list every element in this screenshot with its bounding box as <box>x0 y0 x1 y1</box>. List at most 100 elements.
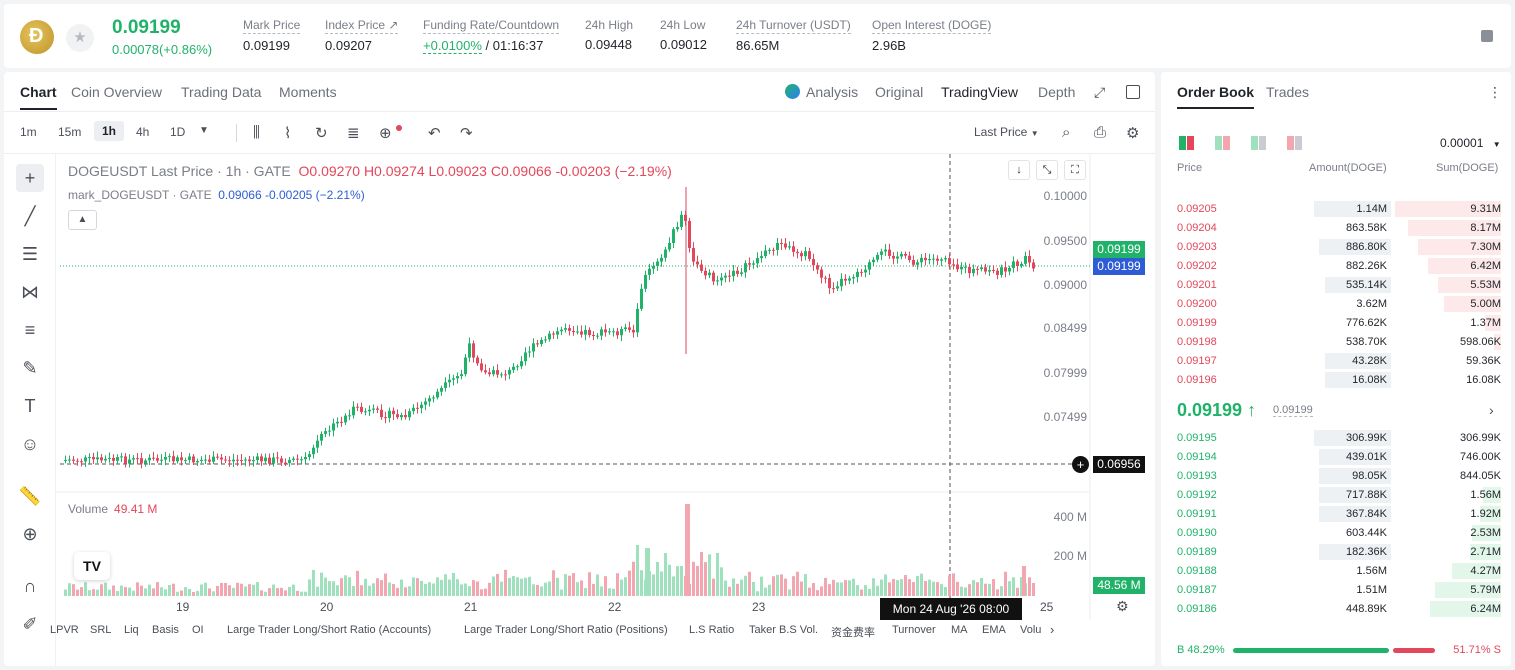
expand-icon[interactable]: ⤢ <box>1094 84 1106 100</box>
bid-row[interactable]: 0.09193 98.05K 844.05K <box>1177 467 1501 486</box>
interval-1d[interactable]: 1D <box>170 125 186 139</box>
view-original[interactable]: Original <box>875 84 924 100</box>
ask-row[interactable]: 0.09205 1.14M 9.31M <box>1177 200 1501 219</box>
interval-1m[interactable]: 1m <box>20 125 37 139</box>
tab-chart[interactable]: Chart <box>20 84 57 110</box>
ask-row[interactable]: 0.09196 16.08K 16.08K <box>1177 371 1501 390</box>
ruler-icon[interactable]: 📏 <box>18 486 42 506</box>
candle-body <box>880 251 883 255</box>
undo-icon[interactable]: ↶ <box>428 125 441 142</box>
axis-settings-icon[interactable]: ⚙ <box>1116 598 1129 614</box>
interval-15m[interactable]: 15m <box>58 125 82 139</box>
bid-row[interactable]: 0.09195 306.99K 306.99K <box>1177 429 1501 448</box>
ind-ls-ratio[interactable]: L.S Ratio <box>689 624 735 636</box>
collapse-panes-button[interactable]: ⤡ <box>1036 160 1058 180</box>
bid-row[interactable]: 0.09188 1.56M 4.27M <box>1177 562 1501 581</box>
order-amount: 3.62M <box>1356 298 1387 310</box>
candle-body <box>156 458 159 461</box>
notes-icon[interactable] <box>1481 30 1493 42</box>
ask-row[interactable]: 0.09199 776.62K 1.37M <box>1177 314 1501 333</box>
stat-index-price[interactable]: Index Price ↗ 0.09207 <box>325 18 399 53</box>
bid-row[interactable]: 0.09191 367.84K 1.92M <box>1177 505 1501 524</box>
ind-ma[interactable]: MA <box>951 624 968 636</box>
ind-basis[interactable]: Basis <box>152 624 179 636</box>
tab-moments[interactable]: Moments <box>279 84 337 100</box>
ask-row[interactable]: 0.09201 535.14K 5.53M <box>1177 276 1501 295</box>
zoom-icon[interactable]: ⊕ <box>22 524 38 544</box>
interval-dropdown-icon[interactable]: ▼ <box>199 125 209 136</box>
tab-coin-overview[interactable]: Coin Overview <box>71 84 163 100</box>
ind-ltlsr-accounts[interactable]: Large Trader Long/Short Ratio (Accounts) <box>227 624 432 636</box>
template-icon[interactable]: ≣ <box>347 125 360 142</box>
layout-buys-icon[interactable] <box>1251 136 1267 150</box>
emoji-icon[interactable]: ☺ <box>20 434 40 454</box>
ind-liq[interactable]: Liq <box>124 624 139 636</box>
hlines-icon[interactable]: ☰ <box>21 244 39 264</box>
chevron-right-icon[interactable]: › <box>1489 402 1494 418</box>
ind-ema[interactable]: EMA <box>982 624 1006 636</box>
tab-trades[interactable]: Trades <box>1266 84 1310 100</box>
redo-icon[interactable]: ↷ <box>460 125 473 142</box>
ask-row[interactable]: 0.09200 3.62M 5.00M <box>1177 295 1501 314</box>
ask-row[interactable]: 0.09198 538.70K 598.06K <box>1177 333 1501 352</box>
camera-icon[interactable]: ⎙ <box>1094 124 1107 141</box>
last-price-select[interactable]: Last Price ▼ <box>974 125 1039 139</box>
ind-funding-rate[interactable]: 资金费率 <box>831 627 875 639</box>
lock-pencil-icon[interactable]: ✐ <box>22 614 38 634</box>
ind-oi[interactable]: OI <box>192 624 204 636</box>
indicator-scroll-right-icon[interactable]: › <box>1050 622 1055 637</box>
ask-row[interactable]: 0.09202 882.26K 6.42M <box>1177 257 1501 276</box>
ask-row[interactable]: 0.09203 886.80K 7.30M <box>1177 238 1501 257</box>
view-analysis[interactable]: Analysis <box>806 84 859 100</box>
bid-row[interactable]: 0.09192 717.88K 1.56M <box>1177 486 1501 505</box>
magnet-icon[interactable]: ∩ <box>23 576 37 596</box>
order-amount: 538.70K <box>1346 336 1387 348</box>
ind-taker-bs-vol[interactable]: Taker B.S Vol. <box>749 624 819 636</box>
trendline-icon[interactable]: ╱ <box>24 206 36 226</box>
more-options-icon[interactable]: ⋮ <box>1488 84 1502 100</box>
view-tradingview[interactable]: TradingView <box>941 84 1019 100</box>
ask-row[interactable]: 0.09197 43.28K 59.36K <box>1177 352 1501 371</box>
ind-srl[interactable]: SRL <box>90 624 112 636</box>
ind-lpvr[interactable]: LPVR <box>50 624 79 636</box>
scroll-down-button[interactable]: ↓ <box>1008 160 1030 180</box>
legend-collapse-button[interactable]: ▲ <box>68 210 97 230</box>
interval-4h[interactable]: 4h <box>136 125 150 139</box>
precision-select[interactable]: 0.00001 ▼ <box>1440 136 1501 150</box>
fib-icon[interactable]: ≡ <box>24 320 36 340</box>
bid-row[interactable]: 0.09190 603.44K 2.53M <box>1177 524 1501 543</box>
layout-both-icon[interactable] <box>1179 136 1195 150</box>
candles-icon[interactable]: ⫼ <box>253 124 260 141</box>
ask-row[interactable]: 0.09204 863.58K 8.17M <box>1177 219 1501 238</box>
add-alert-icon[interactable]: ⊕ <box>379 125 392 142</box>
bid-row[interactable]: 0.09189 182.36K 2.71M <box>1177 543 1501 562</box>
indicators-icon[interactable]: ⌇ <box>284 125 292 142</box>
layout-sells-icon[interactable] <box>1215 136 1231 150</box>
bid-row[interactable]: 0.09187 1.51M 5.79M <box>1177 581 1501 600</box>
tab-order-book[interactable]: Order Book <box>1177 84 1255 109</box>
interval-1h[interactable]: 1h <box>94 121 125 141</box>
bid-row[interactable]: 0.09194 439.01K 746.00K <box>1177 448 1501 467</box>
tab-trading-data[interactable]: Trading Data <box>181 84 262 100</box>
window-icon[interactable] <box>1126 85 1140 99</box>
ind-ltlsr-positions[interactable]: Large Trader Long/Short Ratio (Positions… <box>464 624 668 636</box>
volume-bar <box>580 580 583 596</box>
favorite-star-icon[interactable]: ★ <box>66 24 94 52</box>
search-icon[interactable]: ⌕ <box>1062 124 1071 141</box>
candlestick-chart[interactable] <box>4 72 1155 666</box>
fullscreen-button[interactable]: ⛶ <box>1064 160 1086 180</box>
layout-asks-icon[interactable] <box>1287 136 1303 150</box>
pattern-icon[interactable]: ⋈ <box>21 282 39 302</box>
stat-funding-rate[interactable]: Funding Rate/Countdown +0.0100% / 01:16:3… <box>423 18 560 54</box>
ind-volume[interactable]: Volu <box>1020 624 1042 636</box>
ind-turnover[interactable]: Turnover <box>892 624 936 636</box>
view-depth[interactable]: Depth <box>1038 84 1076 100</box>
candle-body <box>936 258 939 261</box>
add-order-icon[interactable]: + <box>1072 456 1089 473</box>
replay-icon[interactable]: ↻ <box>315 125 328 142</box>
text-icon[interactable]: T <box>24 396 36 416</box>
crosshair-icon[interactable]: + <box>16 164 44 192</box>
bid-row[interactable]: 0.09186 448.89K 6.24M <box>1177 600 1501 619</box>
gear-icon[interactable]: ⚙ <box>1126 125 1140 142</box>
brush-icon[interactable]: ✎ <box>22 358 38 378</box>
